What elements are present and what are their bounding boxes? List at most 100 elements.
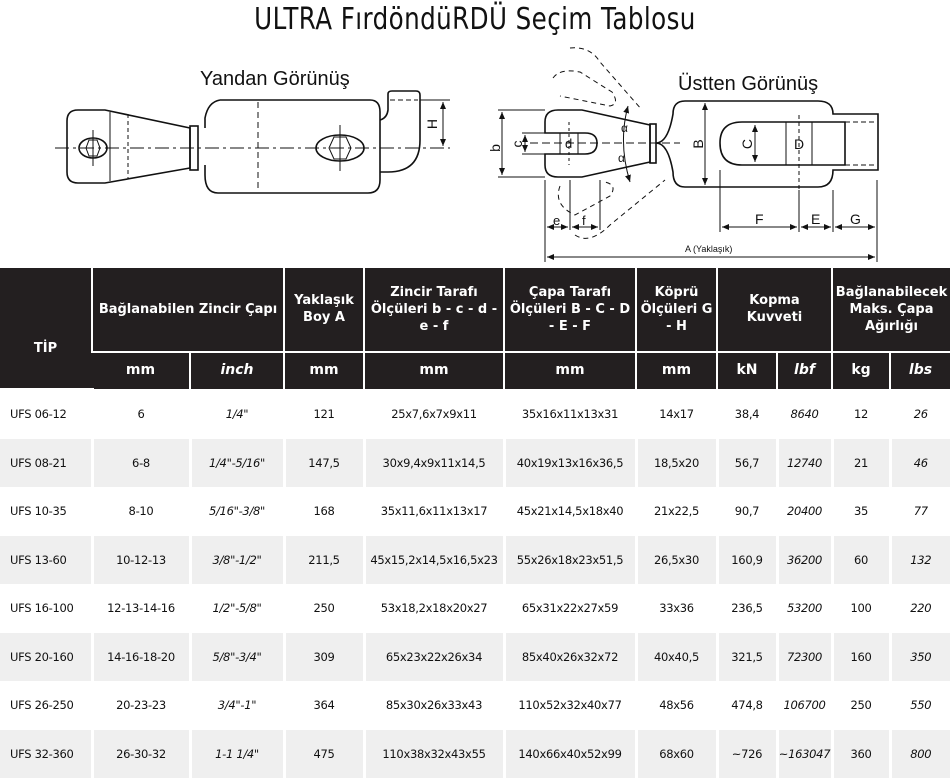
cell-break-kn: 56,7: [717, 439, 777, 488]
cell-break-lbf: 106700: [777, 681, 832, 730]
cell-break-kn: 38,4: [717, 389, 777, 439]
cell-weight-lbs: 77: [890, 487, 950, 536]
unit-mm: mm: [504, 352, 636, 389]
dim-label-b: b: [487, 144, 503, 152]
cell-tip: UFS 06-12: [0, 389, 92, 439]
swivel-technical-drawing: Yandan Görünüş H Üstten Görünüş: [0, 40, 950, 268]
cell-tip: UFS 10-35: [0, 487, 92, 536]
cell-chain-inch: 3/8"-1/2": [190, 536, 284, 585]
cell-chain-mm: 20-23-23: [92, 681, 190, 730]
cell-anchor-side-mm: 65x31x22x27x59: [504, 584, 636, 633]
cell-break-kn: 236,5: [717, 584, 777, 633]
cell-tip: UFS 08-21: [0, 439, 92, 488]
cell-bridge-mm: 14x17: [636, 389, 717, 439]
cell-break-lbf: 12740: [777, 439, 832, 488]
cell-weight-lbs: 46: [890, 439, 950, 488]
cell-chain-mm: 8-10: [92, 487, 190, 536]
cell-chain-mm: 6-8: [92, 439, 190, 488]
unit-mm: mm: [92, 352, 190, 389]
cell-length-mm: 364: [284, 681, 364, 730]
cell-bridge-mm: 68x60: [636, 730, 717, 778]
cell-chain-side-mm: 45x15,2x14,5x16,5x23: [364, 536, 504, 585]
header-bridge: Köprü Ölçüleri G - H: [636, 268, 717, 352]
dim-label-D: D: [794, 136, 804, 152]
header-chain-side: Zincir Tarafı Ölçüleri b - c - d - e - f: [364, 268, 504, 352]
unit-mm: mm: [636, 352, 717, 389]
cell-chain-inch: 3/4"-1": [190, 681, 284, 730]
header-breaking-force: Kopma Kuvveti: [717, 268, 832, 352]
unit-kg: kg: [832, 352, 890, 389]
cell-weight-lbs: 550: [890, 681, 950, 730]
dim-label-H: H: [424, 119, 440, 129]
cell-bridge-mm: 26,5x30: [636, 536, 717, 585]
page-title: ULTRA FırdöndüRDÜ Seçim Tablosu: [86, 2, 865, 37]
cell-chain-inch: 1-1 1/4": [190, 730, 284, 778]
cell-weight-lbs: 350: [890, 633, 950, 682]
cell-tip: UFS 16-100: [0, 584, 92, 633]
cell-length-mm: 475: [284, 730, 364, 778]
cell-break-lbf: 72300: [777, 633, 832, 682]
cell-tip: UFS 26-250: [0, 681, 92, 730]
cell-chain-side-mm: 25x7,6x7x9x11: [364, 389, 504, 439]
cell-tip: UFS 13-60: [0, 536, 92, 585]
header-chain-diameter: Bağlanabilen Zincir Çapı: [92, 268, 284, 352]
dim-label-e: e: [553, 213, 560, 228]
cell-chain-mm: 26-30-32: [92, 730, 190, 778]
cell-weight-kg: 100: [832, 584, 890, 633]
cell-break-kn: 321,5: [717, 633, 777, 682]
cell-chain-inch: 5/8"-3/4": [190, 633, 284, 682]
dim-label-C: C: [739, 139, 755, 149]
dim-label-alpha: α: [618, 151, 625, 165]
cell-weight-kg: 360: [832, 730, 890, 778]
cell-anchor-side-mm: 40x19x13x16x36,5: [504, 439, 636, 488]
cell-weight-kg: 250: [832, 681, 890, 730]
header-tip: TİP: [0, 268, 92, 389]
unit-kn: kN: [717, 352, 777, 389]
cell-weight-kg: 160: [832, 633, 890, 682]
dim-label-c: c: [509, 141, 525, 148]
cell-weight-kg: 12: [832, 389, 890, 439]
cell-length-mm: 147,5: [284, 439, 364, 488]
cell-chain-inch: 1/2"-5/8": [190, 584, 284, 633]
cell-length-mm: 211,5: [284, 536, 364, 585]
cell-chain-inch: 1/4": [190, 389, 284, 439]
cell-anchor-side-mm: 110x52x32x40x77: [504, 681, 636, 730]
cell-bridge-mm: 21x22,5: [636, 487, 717, 536]
cell-length-mm: 168: [284, 487, 364, 536]
dim-label-G: G: [850, 211, 861, 227]
cell-break-kn: 90,7: [717, 487, 777, 536]
cell-bridge-mm: 40x40,5: [636, 633, 717, 682]
cell-length-mm: 121: [284, 389, 364, 439]
unit-mm: mm: [364, 352, 504, 389]
cell-chain-side-mm: 65x23x22x26x34: [364, 633, 504, 682]
cell-tip: UFS 32-360: [0, 730, 92, 778]
cell-chain-mm: 6: [92, 389, 190, 439]
cell-tip: UFS 20-160: [0, 633, 92, 682]
top-view-drawing: Üstten Görünüş: [487, 48, 878, 262]
cell-anchor-side-mm: 140x66x40x52x99: [504, 730, 636, 778]
cell-chain-side-mm: 35x11,6x11x13x17: [364, 487, 504, 536]
cell-chain-side-mm: 53x18,2x18x20x27: [364, 584, 504, 633]
cell-chain-mm: 14-16-18-20: [92, 633, 190, 682]
cell-chain-mm: 12-13-14-16: [92, 584, 190, 633]
cell-bridge-mm: 18,5x20: [636, 439, 717, 488]
cell-break-lbf: 36200: [777, 536, 832, 585]
unit-inch: inch: [190, 352, 284, 389]
cell-break-lbf: ~163047: [777, 730, 832, 778]
cell-weight-kg: 60: [832, 536, 890, 585]
cell-weight-kg: 21: [832, 439, 890, 488]
cell-anchor-side-mm: 85x40x26x32x72: [504, 633, 636, 682]
header-anchor-weight: Bağlanabilecek Maks. Çapa Ağırlığı: [832, 268, 950, 352]
dim-label-A: A (Yaklaşık): [685, 244, 732, 254]
cell-chain-inch: 1/4"-5/16": [190, 439, 284, 488]
cell-break-kn: ~726: [717, 730, 777, 778]
cell-weight-lbs: 800: [890, 730, 950, 778]
cell-chain-inch: 5/16"-3/8": [190, 487, 284, 536]
cell-break-lbf: 53200: [777, 584, 832, 633]
cell-anchor-side-mm: 55x26x18x23x51,5: [504, 536, 636, 585]
